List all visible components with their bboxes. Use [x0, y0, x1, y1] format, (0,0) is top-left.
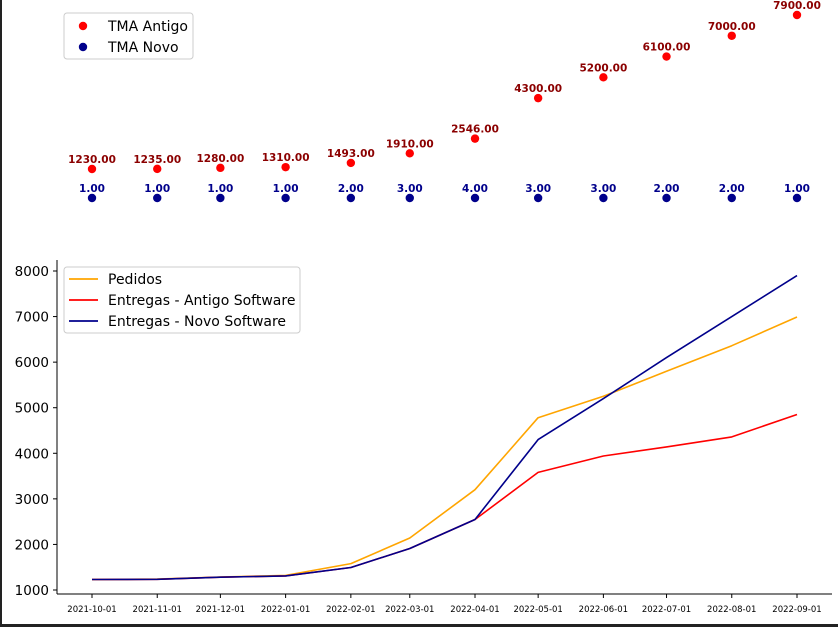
y-tick-label: 5000 [15, 401, 49, 417]
tma-novo-value-label: 2.00 [654, 183, 680, 195]
tma-antigo-value-label: 1280.00 [196, 153, 244, 165]
delivery-line-chart: 1000 2000 3000 4000 5000 6000 7000 8000 2021-10-… [15, 260, 832, 615]
tma-novo-value-label: 3.00 [397, 183, 423, 195]
x-tick-label: 2021-11-01 [133, 605, 182, 615]
tma-antigo-value-label: 5200.00 [579, 62, 627, 74]
series-line-1 [92, 317, 797, 580]
x-tick-label: 2022-05-01 [513, 605, 562, 615]
tma-novo-point [662, 194, 670, 202]
scatter-legend-label: TMA Novo [107, 40, 179, 56]
tma-novo-point [281, 194, 289, 202]
x-tick-label: 2022-01-01 [261, 605, 310, 615]
line-legend: Pedidos Entregas - Antigo Software Entrega… [64, 267, 300, 333]
y-tick-label: 3000 [15, 492, 49, 508]
x-tick-label: 2022-03-01 [385, 605, 434, 615]
scatter-legend: TMA Antigo TMA Novo [64, 13, 193, 59]
tma-novo-points: 1.00 1.00 1.00 1.00 2.00 3.00 4.00 3.00 3.00 2.00… [79, 183, 810, 202]
tma-antigo-point [406, 149, 414, 157]
tma-antigo-point [599, 73, 607, 81]
y-tick-label: 8000 [15, 264, 49, 280]
tma-antigo-value-label: 7000.00 [708, 21, 756, 33]
x-tick-label: 2022-06-01 [579, 605, 628, 615]
y-tick-label: 7000 [15, 310, 49, 326]
tma-antigo-point [347, 159, 355, 167]
x-tick-label: 2022-09-01 [772, 605, 821, 615]
tma-novo-value-label: 3.00 [525, 183, 551, 195]
x-tick-label: 2022-04-01 [450, 605, 499, 615]
tma-antigo-value-label: 1310.00 [262, 152, 310, 164]
tma-antigo-value-label: 6100.00 [643, 42, 691, 54]
x-tick-label: 2021-12-01 [196, 605, 245, 615]
tma-novo-point [406, 194, 414, 202]
tma-antigo-value-label: 1235.00 [133, 154, 181, 166]
tma-antigo-point [153, 165, 161, 173]
y-tick-label: 6000 [15, 355, 49, 371]
series-line-2 [92, 415, 797, 580]
tma-antigo-value-label: 4300.00 [514, 83, 562, 95]
scatter-legend-marker [79, 22, 87, 30]
line-legend-label: Entregas - Novo Software [108, 314, 286, 330]
tma-antigo-value-label: 1910.00 [386, 138, 434, 150]
tma-novo-point [88, 194, 96, 202]
tma-antigo-point [88, 165, 96, 173]
tma-novo-point [153, 194, 161, 202]
tma-novo-value-label: 3.00 [590, 183, 616, 195]
y-tick-label: 4000 [15, 446, 49, 462]
tma-novo-point [216, 194, 224, 202]
line-legend-label: Entregas - Antigo Software [108, 293, 295, 309]
line-legend-label: Pedidos [108, 272, 162, 288]
tma-novo-value-label: 1.00 [273, 183, 299, 195]
y-tick-label: 2000 [15, 537, 49, 553]
tma-scatter-chart: 1230.00 1235.00 1280.00 1310.00 1493.00 1910.… [64, 0, 821, 202]
x-tick-label: 2022-08-01 [707, 605, 756, 615]
tma-novo-value-label: 2.00 [338, 183, 364, 195]
tma-antigo-point [793, 11, 801, 19]
tma-novo-point [347, 194, 355, 202]
tma-novo-point [534, 194, 542, 202]
tma-antigo-value-label: 1493.00 [327, 148, 375, 160]
tma-novo-point [793, 194, 801, 202]
tma-novo-point [728, 194, 736, 202]
tma-antigo-point [534, 94, 542, 102]
tma-antigo-point [728, 32, 736, 40]
tma-antigo-value-label: 1230.00 [68, 154, 116, 166]
tma-novo-value-label: 4.00 [462, 183, 488, 195]
y-tick-label: 1000 [15, 583, 49, 599]
scatter-legend-label: TMA Antigo [107, 19, 188, 35]
tma-antigo-point [281, 163, 289, 171]
scatter-legend-marker [79, 43, 87, 51]
x-tick-label: 2021-10-01 [67, 605, 116, 615]
tma-novo-point [471, 194, 479, 202]
x-tick-label: 2022-02-01 [326, 605, 375, 615]
tma-novo-value-label: 1.00 [144, 183, 170, 195]
tma-novo-value-label: 1.00 [207, 183, 233, 195]
tma-antigo-point [216, 164, 224, 172]
tma-novo-value-label: 1.00 [784, 183, 810, 195]
tma-antigo-point [471, 134, 479, 142]
x-tick-label: 2022-07-01 [642, 605, 691, 615]
tma-novo-value-label: 1.00 [79, 183, 105, 195]
tma-novo-point [599, 194, 607, 202]
tma-antigo-value-label: 7900.00 [773, 0, 821, 12]
tma-antigo-value-label: 2546.00 [451, 124, 499, 136]
tma-novo-value-label: 2.00 [719, 183, 745, 195]
tma-antigo-point [662, 52, 670, 60]
